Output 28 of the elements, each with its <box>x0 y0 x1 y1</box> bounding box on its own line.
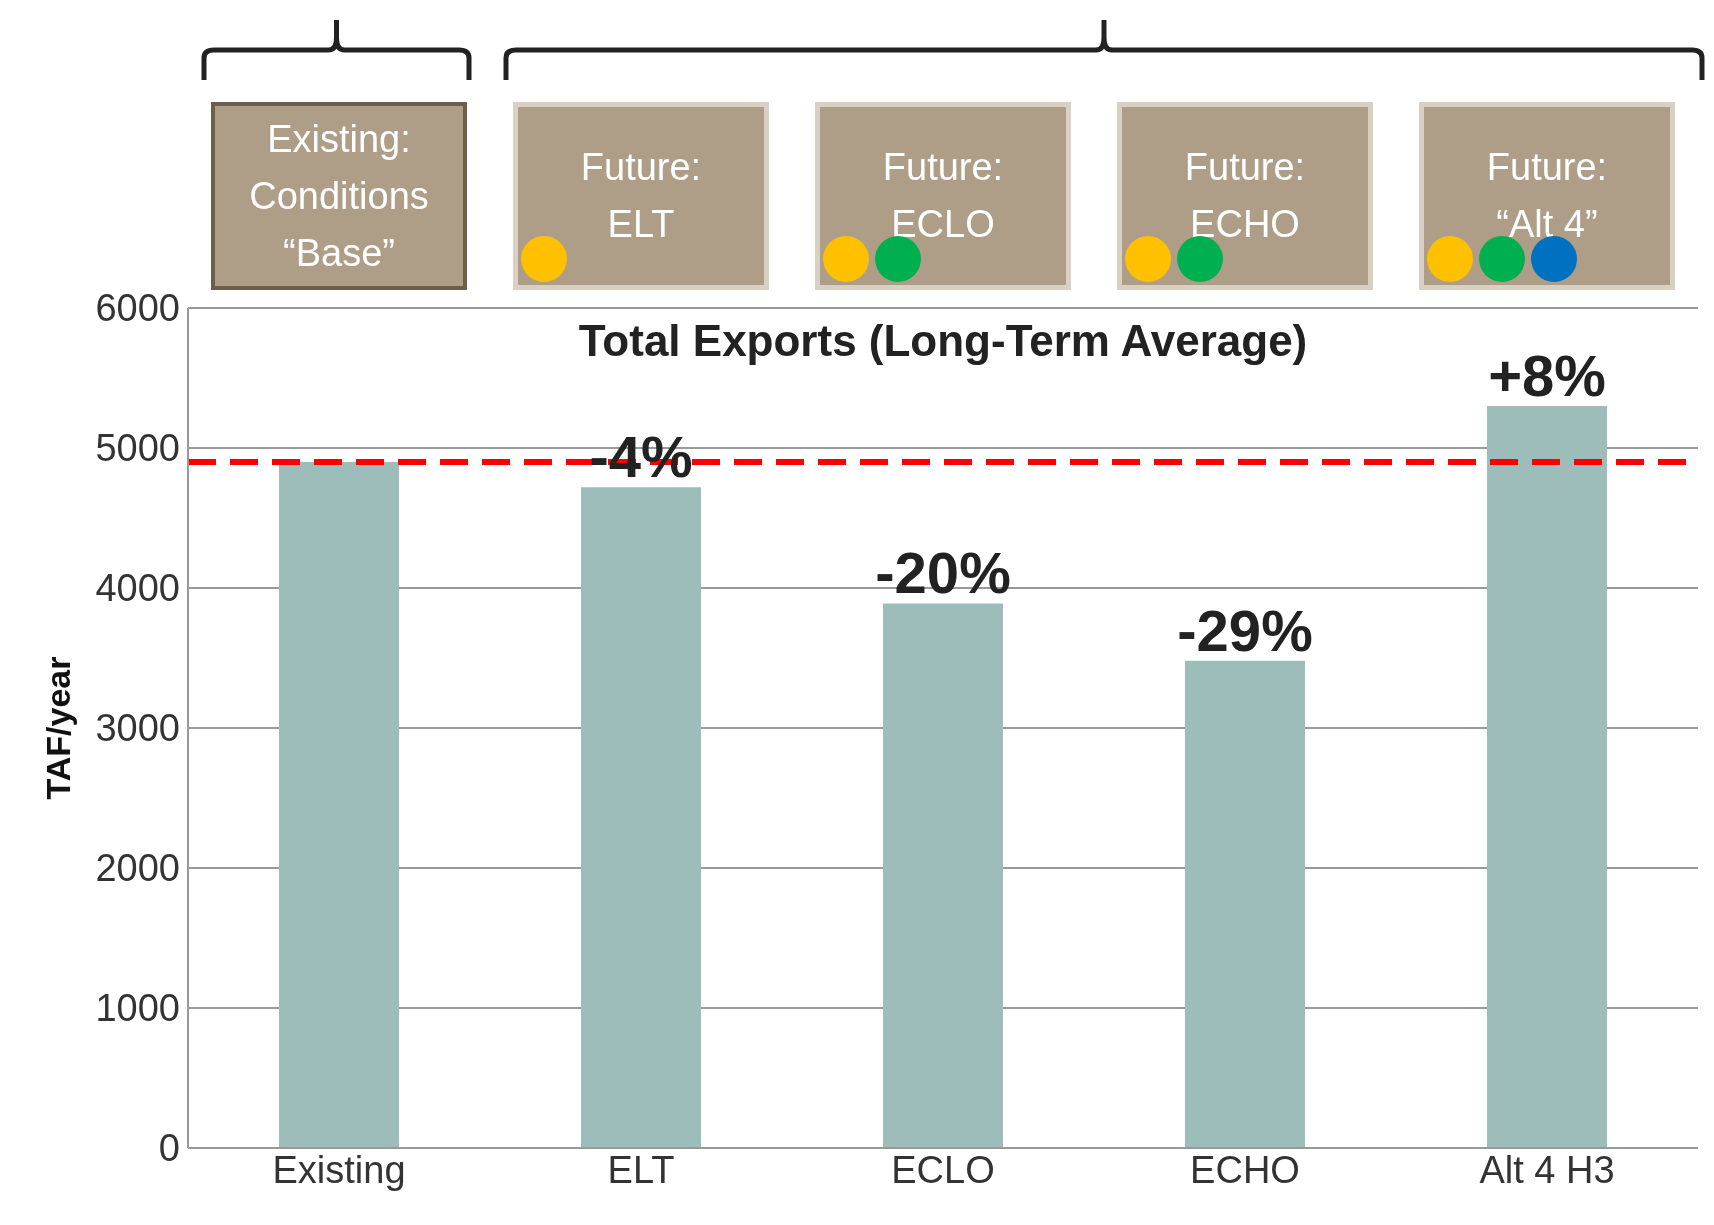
text: Future: ECHO <box>1184 145 1306 247</box>
y-tick-label: 4000 <box>95 567 180 610</box>
annotation: -29% <box>1177 597 1313 663</box>
y-tick-label: 1000 <box>95 987 180 1030</box>
x-tick-label: ELT <box>607 1148 675 1191</box>
y-tick-label: 5000 <box>95 427 180 470</box>
y-tick-label: 2000 <box>95 847 180 890</box>
bar <box>581 487 701 1148</box>
text: Future: “Alt 4” <box>1486 145 1608 247</box>
x-tick-label: ECLO <box>891 1148 995 1191</box>
y-axis-title: TAF/year <box>39 656 78 800</box>
y-tick-label: 0 <box>158 1127 180 1170</box>
y-tick-label: 6000 <box>95 287 180 330</box>
text: Existing: Conditions “Base” <box>249 116 429 276</box>
annotation: -4% <box>589 424 693 490</box>
text: Future: ELT <box>580 145 702 247</box>
bar <box>1487 406 1607 1148</box>
chart-title: Total Exports (Long-Term Average) <box>578 316 1308 365</box>
y-tick-label: 3000 <box>95 707 180 750</box>
bar <box>1185 660 1305 1148</box>
annotation: +8% <box>1488 343 1606 408</box>
text: Future: ECLO <box>882 145 1004 247</box>
x-tick-label: Existing <box>272 1148 406 1191</box>
annotation: -20% <box>875 540 1011 606</box>
x-tick-label: Alt 4 H3 <box>1479 1148 1615 1191</box>
bar <box>883 603 1003 1148</box>
bar <box>279 462 399 1148</box>
x-tick-label: ECHO <box>1190 1148 1300 1191</box>
